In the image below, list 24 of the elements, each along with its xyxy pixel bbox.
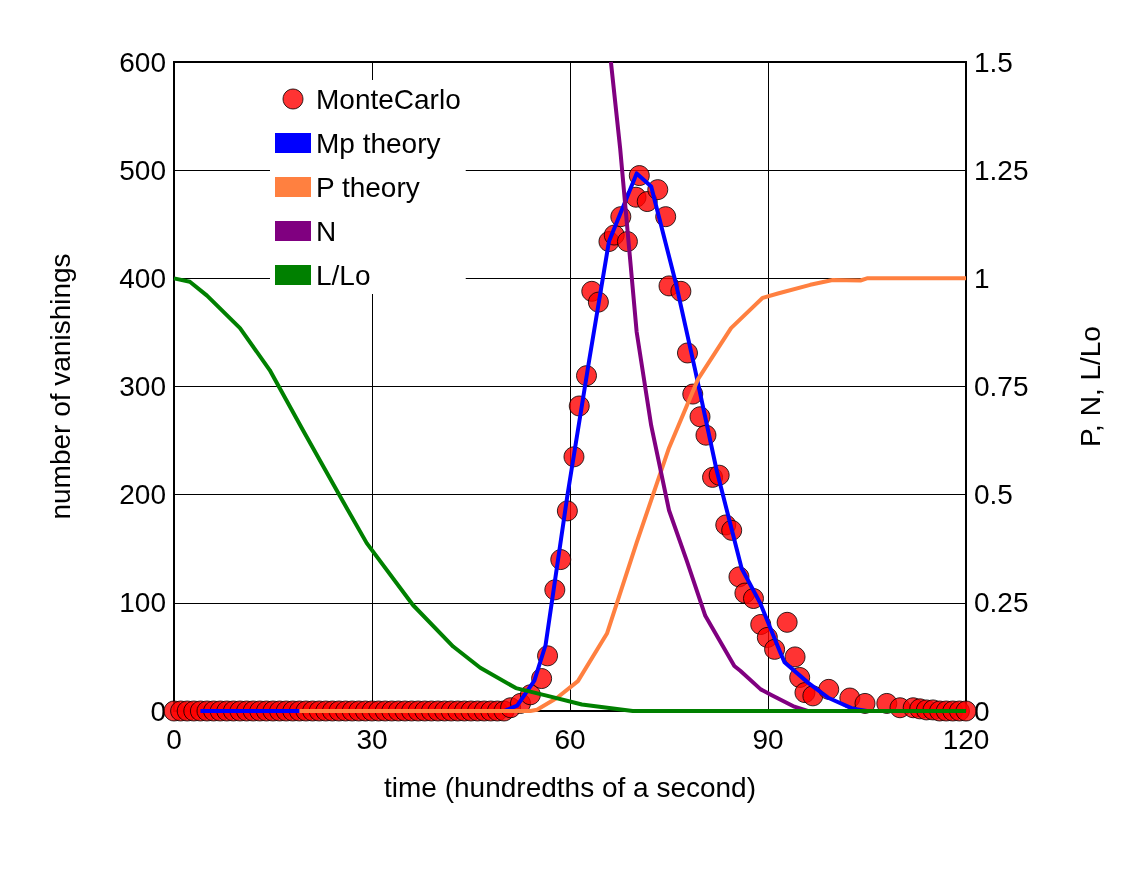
- x-tick-label: 30: [356, 723, 388, 755]
- y-tick-label: 200: [119, 479, 166, 511]
- y-tick-label: 400: [119, 262, 166, 294]
- legend-label: L/Lo: [316, 259, 371, 291]
- legend-label: Mp theory: [316, 127, 441, 159]
- y-tick-label: 0: [150, 695, 166, 727]
- x-tick-label: 60: [554, 723, 586, 755]
- y2-tick-label: 0.5: [974, 479, 1013, 511]
- y-tick-label: 300: [119, 371, 166, 402]
- legend-label: MonteCarlo: [316, 83, 461, 115]
- y2-tick-label: 0.75: [974, 371, 1029, 402]
- legend-label: P theory: [316, 171, 420, 203]
- y-tick-label: 500: [119, 154, 166, 186]
- x-axis-title: time (hundredths of a second): [384, 771, 756, 803]
- y2-tick-label: 1.5: [974, 46, 1013, 78]
- y-axis-title: number of vanishings: [44, 253, 76, 520]
- y2-tick-label: 1.25: [974, 154, 1029, 186]
- y2-tick-label: 0.25: [974, 587, 1029, 619]
- y-tick-label: 100: [119, 587, 166, 619]
- y2-axis-title: P, N, L/Lo: [1074, 326, 1106, 447]
- x-tick-label: 90: [752, 723, 784, 755]
- y2-tick-label: 1: [974, 262, 990, 294]
- legend-label: N: [316, 215, 337, 247]
- y-tick-label: 600: [119, 46, 166, 78]
